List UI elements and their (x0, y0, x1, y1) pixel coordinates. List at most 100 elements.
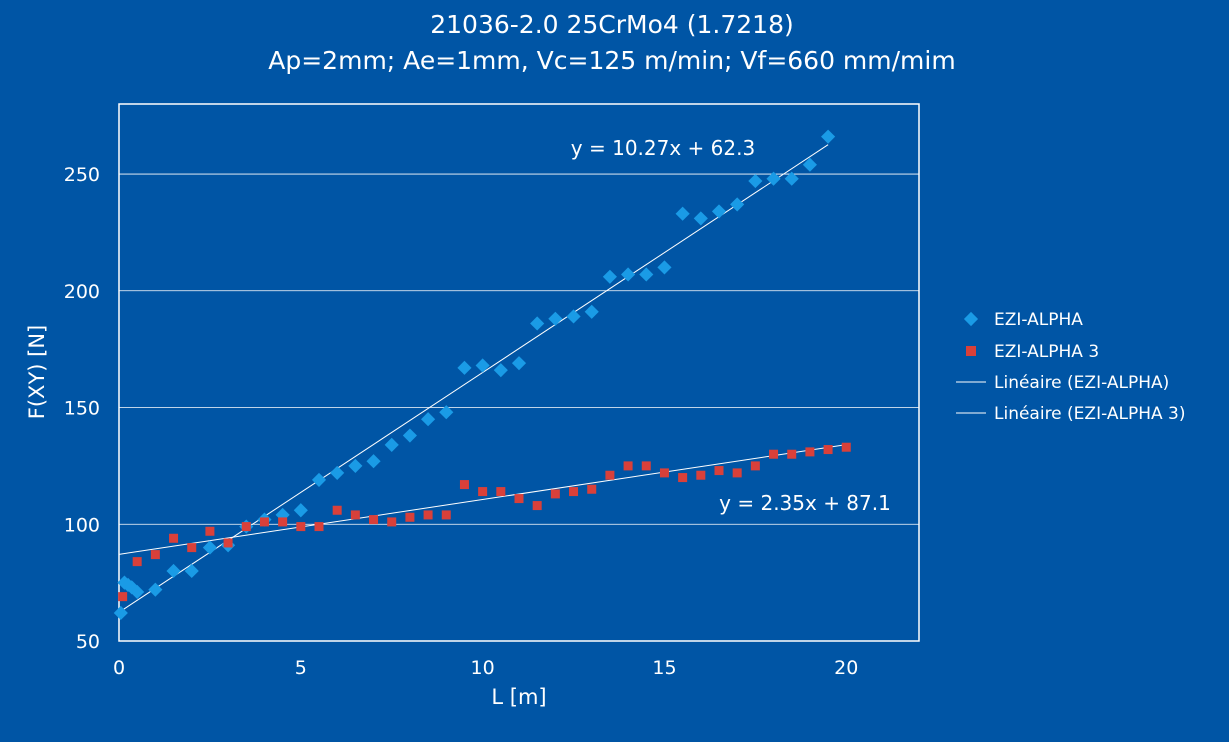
data-point-ezi-alpha (548, 311, 563, 326)
data-point-ezi-alpha (584, 304, 599, 319)
data-point-ezi-alpha (184, 563, 199, 579)
data-point-ezi-alpha (166, 563, 181, 579)
y-tick-label: 150 (64, 398, 100, 420)
data-point-ezi-alpha (475, 358, 490, 373)
data-point-ezi-alpha (113, 605, 128, 621)
data-point-ezi-alpha-3 (787, 449, 797, 459)
data-point-ezi-alpha-3 (169, 533, 179, 543)
data-point-ezi-alpha (293, 503, 308, 518)
data-point-ezi-alpha-3 (605, 470, 615, 480)
data-point-ezi-alpha-3 (623, 461, 633, 471)
data-point-ezi-alpha-3 (496, 487, 506, 497)
data-point-ezi-alpha (821, 129, 836, 144)
data-point-ezi-alpha (348, 458, 363, 473)
y-tick-label: 200 (64, 281, 100, 303)
data-point-ezi-alpha-3 (641, 461, 651, 471)
data-point-ezi-alpha-3 (532, 501, 542, 511)
data-point-ezi-alpha-3 (332, 505, 342, 515)
data-point-ezi-alpha-3 (387, 517, 397, 527)
data-point-ezi-alpha-3 (769, 449, 779, 459)
data-point-ezi-alpha-3 (678, 473, 688, 483)
x-tick-label: 5 (295, 657, 307, 679)
legend: EZI-ALPHA EZI-ALPHA 3 Linéaire (EZI-ALPH… (956, 310, 1185, 424)
y-tick-label: 50 (76, 631, 100, 653)
data-point-ezi-alpha-3 (223, 538, 233, 548)
legend-label-ezi-alpha: EZI-ALPHA (994, 310, 1083, 330)
y-tick-label: 250 (64, 164, 100, 186)
data-point-ezi-alpha (148, 582, 163, 597)
data-point-ezi-alpha-3 (823, 445, 833, 455)
y-axis-label: F(XY) [N] (25, 325, 49, 419)
legend-marker-square (966, 346, 976, 356)
data-point-ezi-alpha (675, 206, 690, 221)
x-tick-label: 15 (652, 657, 676, 679)
data-point-ezi-alpha (493, 363, 508, 378)
legend-label-ezi-alpha-3: EZI-ALPHA 3 (994, 342, 1099, 362)
data-point-ezi-alpha-3 (714, 466, 724, 476)
data-point-ezi-alpha (130, 584, 145, 600)
grid-layer (119, 173, 919, 525)
data-point-ezi-alpha (784, 171, 799, 186)
data-point-ezi-alpha (802, 157, 817, 172)
data-point-ezi-alpha (530, 316, 545, 331)
data-point-ezi-alpha-3 (805, 447, 815, 457)
trendline-ezi-alpha (118, 144, 829, 613)
point-layer (113, 129, 851, 621)
data-point-ezi-alpha-3 (241, 522, 251, 532)
data-point-ezi-alpha (730, 197, 745, 212)
data-point-ezi-alpha (511, 356, 527, 371)
legend-label-trend-ezi-alpha: Linéaire (EZI-ALPHA) (994, 373, 1169, 393)
data-point-ezi-alpha-3 (369, 515, 379, 525)
legend-item-trend-ezi-alpha: Linéaire (EZI-ALPHA) (956, 373, 1169, 393)
data-point-ezi-alpha-3 (278, 517, 288, 527)
data-point-ezi-alpha-3 (314, 522, 324, 532)
data-point-ezi-alpha (657, 260, 672, 275)
legend-marker-diamond (963, 311, 979, 327)
legend-item-ezi-alpha-3: EZI-ALPHA 3 (966, 342, 1099, 362)
data-point-ezi-alpha (402, 428, 417, 443)
x-tick-label: 0 (113, 657, 125, 679)
data-point-ezi-alpha-3 (659, 468, 669, 478)
data-point-ezi-alpha (330, 465, 345, 480)
data-point-ezi-alpha (711, 204, 727, 219)
legend-item-trend-ezi-alpha-3: Linéaire (EZI-ALPHA 3) (956, 404, 1185, 424)
data-point-ezi-alpha-3 (550, 489, 560, 499)
data-point-ezi-alpha-3 (478, 487, 488, 497)
data-point-ezi-alpha (693, 211, 708, 226)
data-point-ezi-alpha-3 (569, 487, 579, 497)
x-axis-label: L [m] (491, 685, 546, 709)
data-point-ezi-alpha-3 (132, 557, 142, 567)
data-point-ezi-alpha-3 (587, 484, 597, 494)
trendline-equation-ezi-alpha-3: y = 2.35x + 87.1 (719, 491, 891, 515)
data-point-ezi-alpha-3 (150, 550, 160, 560)
data-point-ezi-alpha-3 (459, 480, 469, 490)
data-point-ezi-alpha (621, 267, 636, 282)
data-point-ezi-alpha (366, 454, 381, 469)
data-point-ezi-alpha (457, 360, 472, 375)
trendline-equation-ezi-alpha: y = 10.27x + 62.3 (571, 136, 755, 160)
data-point-ezi-alpha-3 (187, 543, 197, 553)
data-point-ezi-alpha (766, 171, 781, 186)
data-point-ezi-alpha (566, 309, 581, 324)
data-point-ezi-alpha-3 (423, 510, 433, 520)
x-tick-label: 20 (834, 657, 858, 679)
data-point-ezi-alpha (384, 437, 399, 452)
chart-title: 21036-2.0 25CrMo4 (1.7218) (430, 10, 794, 39)
trendline-ezi-alpha-3 (118, 444, 847, 555)
data-point-ezi-alpha-3 (750, 461, 760, 471)
data-point-ezi-alpha-3 (514, 494, 524, 504)
data-point-ezi-alpha (639, 267, 654, 282)
trendline-layer (118, 144, 847, 613)
data-point-ezi-alpha-3 (696, 470, 706, 480)
plot-area (118, 103, 920, 642)
data-point-ezi-alpha-3 (441, 510, 451, 520)
data-point-ezi-alpha-3 (205, 526, 215, 536)
legend-label-trend-ezi-alpha-3: Linéaire (EZI-ALPHA 3) (994, 404, 1185, 424)
chart-subtitle: Ap=2mm; Ae=1mm, Vc=125 m/min; Vf=660 mm/… (268, 46, 955, 75)
x-tick-label: 10 (471, 657, 495, 679)
y-tick-label: 100 (64, 514, 100, 536)
data-point-ezi-alpha (748, 173, 763, 189)
data-point-ezi-alpha-3 (732, 468, 742, 478)
tick-label-layer: 50 100 150 200 250 0 5 10 15 20 (64, 164, 859, 679)
